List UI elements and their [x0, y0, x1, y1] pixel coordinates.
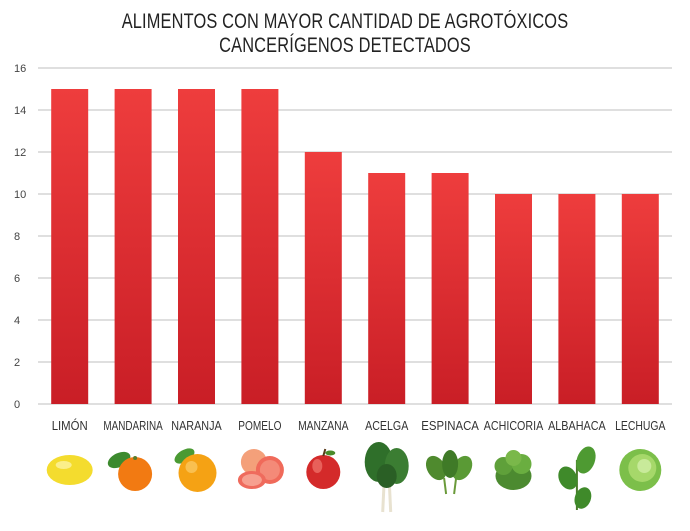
- category-label: ESPINACA: [421, 418, 479, 433]
- spinach-icon: [425, 450, 473, 495]
- bars: [51, 89, 659, 404]
- category-label: NARANJA: [171, 418, 222, 433]
- lemon-icon: [46, 455, 93, 485]
- chard-icon: [364, 442, 409, 513]
- y-tick-label: 6: [14, 273, 20, 285]
- y-tick-label: 0: [14, 399, 20, 411]
- bar: [304, 152, 342, 404]
- bar: [431, 173, 469, 404]
- lettuce-icon: [619, 449, 662, 491]
- category-label: POMELO: [238, 418, 281, 433]
- category-label: MANDARINA: [103, 418, 163, 433]
- orange-icon: [174, 448, 217, 492]
- bar: [621, 194, 659, 404]
- y-tick-label: 12: [14, 147, 26, 159]
- y-tick-label: 16: [14, 63, 26, 75]
- category-label: ALBAHACA: [548, 418, 606, 433]
- y-tick-label: 8: [14, 231, 20, 243]
- basil-icon: [558, 446, 596, 510]
- category-label: LIMÓN: [52, 418, 88, 433]
- bar: [558, 194, 596, 404]
- y-tick-label: 4: [14, 315, 20, 327]
- bar: [114, 89, 152, 404]
- y-tick-label: 10: [14, 189, 26, 201]
- tangerine-icon: [107, 451, 153, 491]
- y-tick-label: 14: [14, 105, 26, 117]
- y-tick-label: 2: [14, 357, 20, 369]
- category-label: MANZANA: [298, 418, 349, 433]
- category-label: LECHUGA: [615, 418, 666, 433]
- chicory-icon: [494, 450, 532, 490]
- category-labels: LIMÓN MANDARINA NARANJA POMELO MANZANA ACELGA…: [52, 418, 666, 433]
- food-icons: [46, 442, 662, 513]
- apple-icon: [306, 448, 341, 489]
- chart-title: ALIMENTOS CON MAYOR CANTIDAD DE AGROTÓXI…: [121, 10, 569, 57]
- bar: [241, 89, 279, 404]
- grapefruit-icon: [237, 449, 284, 489]
- category-label: ACHICORIA: [484, 418, 544, 433]
- category-label: ACELGA: [365, 418, 408, 433]
- bar: [51, 89, 89, 404]
- bar: [178, 89, 215, 404]
- bar: [368, 173, 406, 404]
- bar: [495, 194, 532, 404]
